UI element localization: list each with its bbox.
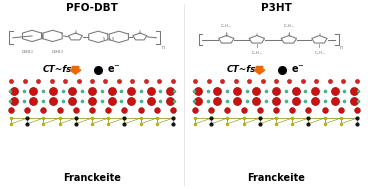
Text: e$^{-}$: e$^{-}$	[107, 64, 120, 75]
Text: S: S	[225, 33, 227, 37]
Text: n: n	[340, 45, 343, 50]
Text: S: S	[288, 33, 290, 37]
FancyArrow shape	[70, 67, 81, 74]
FancyArrow shape	[254, 67, 265, 74]
Text: PFO-DBT: PFO-DBT	[66, 3, 118, 13]
Text: $\mathsf{C_6H_{13}}$: $\mathsf{C_6H_{13}}$	[251, 49, 263, 57]
Text: S: S	[139, 30, 141, 34]
Text: N: N	[107, 38, 110, 42]
Text: $\mathsf{C_6H_{13}}$: $\mathsf{C_6H_{13}}$	[21, 48, 34, 56]
Text: n: n	[162, 45, 165, 50]
Text: S: S	[256, 33, 258, 37]
Text: CT~fs: CT~fs	[226, 65, 256, 74]
Text: CT~fs: CT~fs	[42, 65, 72, 74]
Text: e$^{-}$: e$^{-}$	[291, 64, 304, 75]
Text: Franckeite: Franckeite	[63, 173, 121, 183]
Text: N: N	[103, 37, 105, 41]
Text: $\mathsf{C_6H_{13}}$: $\mathsf{C_6H_{13}}$	[283, 23, 295, 30]
Text: Franckeite: Franckeite	[247, 173, 305, 183]
Text: $\mathsf{C_6H_{13}}$: $\mathsf{C_6H_{13}}$	[314, 49, 325, 57]
Text: $\mathsf{C_6H_{13}}$: $\mathsf{C_6H_{13}}$	[51, 48, 63, 56]
Text: S: S	[75, 30, 77, 34]
Text: N: N	[112, 37, 114, 41]
Text: S: S	[318, 33, 321, 37]
Text: P3HT: P3HT	[261, 3, 291, 13]
Text: $\mathsf{C_6H_{13}}$: $\mathsf{C_6H_{13}}$	[220, 23, 232, 30]
